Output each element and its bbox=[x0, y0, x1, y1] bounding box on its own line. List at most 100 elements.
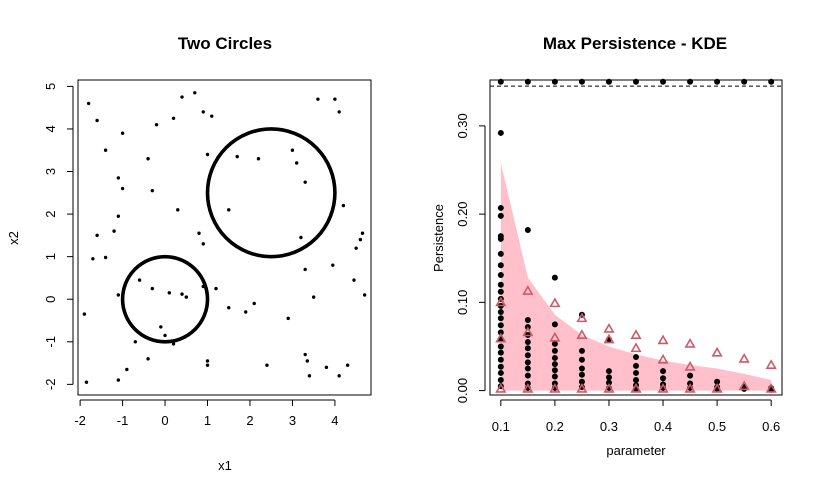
triangle-point bbox=[738, 380, 750, 391]
triangle-point bbox=[576, 312, 588, 323]
data-point bbox=[660, 375, 667, 382]
triangle-point bbox=[684, 360, 696, 371]
top-point bbox=[497, 78, 504, 85]
data-point bbox=[290, 148, 295, 152]
data-point bbox=[551, 373, 558, 380]
triangle-point bbox=[711, 346, 723, 357]
data-point bbox=[91, 257, 95, 261]
data-point bbox=[524, 359, 531, 366]
y-tick-label: -2 bbox=[43, 379, 58, 391]
triangle-point bbox=[576, 383, 588, 393]
triangle-point bbox=[522, 285, 534, 295]
data-point bbox=[497, 272, 504, 278]
triangle-point bbox=[657, 353, 669, 364]
noise-points bbox=[82, 91, 367, 384]
data-point bbox=[116, 378, 121, 382]
data-point bbox=[354, 246, 358, 250]
y-axis-label: Persistence bbox=[431, 204, 446, 272]
triangle-point bbox=[738, 353, 750, 363]
data-point bbox=[146, 357, 150, 361]
triangle-point bbox=[657, 383, 669, 393]
x-tick-label: 0.5 bbox=[708, 419, 726, 434]
top-point bbox=[741, 78, 748, 85]
triangle-point bbox=[603, 333, 615, 344]
data-point bbox=[307, 374, 312, 378]
data-point bbox=[167, 291, 171, 295]
data-point bbox=[497, 288, 504, 295]
top-point bbox=[714, 78, 721, 85]
triangle-point bbox=[549, 383, 561, 393]
triangle-point bbox=[657, 334, 669, 345]
data-point bbox=[524, 372, 531, 379]
data-point bbox=[497, 309, 504, 316]
data-point bbox=[497, 369, 504, 376]
triangle-point bbox=[630, 383, 642, 393]
chart-title: Max Persistence - KDE bbox=[543, 34, 727, 53]
data-point bbox=[687, 372, 694, 379]
data-point bbox=[524, 345, 531, 352]
top-point bbox=[660, 78, 667, 85]
data-point bbox=[497, 329, 504, 336]
data-point bbox=[578, 347, 585, 354]
data-point bbox=[205, 152, 210, 157]
chart-title: Two Circles bbox=[178, 34, 272, 53]
x-tick-label: 3 bbox=[289, 413, 296, 428]
data-point bbox=[551, 321, 558, 328]
y-tick-label: 0.10 bbox=[455, 290, 470, 315]
data-point bbox=[193, 91, 197, 95]
data-point bbox=[551, 354, 558, 361]
data-point bbox=[305, 359, 310, 363]
triangle-point bbox=[495, 296, 507, 307]
x-tick-label: 0.2 bbox=[546, 419, 564, 434]
data-point bbox=[497, 322, 504, 329]
data-point bbox=[82, 312, 87, 316]
data-point bbox=[578, 365, 585, 372]
data-point bbox=[551, 274, 558, 281]
data-point bbox=[125, 367, 129, 372]
data-point bbox=[324, 365, 329, 370]
data-point bbox=[201, 110, 205, 114]
scatter-panel-two-circles: Two Circles x1 x2 -2 -1 0 1 2 3 4 -2 -1 0 1 2 3 4 5 bbox=[6, 34, 372, 473]
data-point bbox=[524, 317, 531, 323]
data-point bbox=[150, 188, 155, 193]
data-point bbox=[497, 212, 504, 219]
top-point bbox=[768, 78, 775, 85]
triangle-point bbox=[495, 383, 507, 393]
data-point bbox=[205, 359, 210, 363]
y-tick-label: 4 bbox=[43, 125, 58, 132]
triangle-point bbox=[522, 326, 534, 337]
data-point bbox=[159, 325, 163, 329]
triangle-point bbox=[549, 297, 561, 308]
top-point bbox=[524, 78, 531, 85]
top-point bbox=[633, 78, 639, 85]
data-point bbox=[227, 208, 231, 212]
y-tick-label: 0 bbox=[43, 296, 58, 303]
x-tick-label: -2 bbox=[74, 413, 86, 428]
data-point bbox=[184, 295, 188, 299]
data-point bbox=[205, 363, 210, 367]
data-point bbox=[294, 161, 299, 165]
data-point bbox=[210, 114, 214, 118]
top-point bbox=[551, 78, 558, 85]
data-point bbox=[299, 235, 303, 240]
data-point bbox=[497, 356, 504, 363]
triangle-point bbox=[495, 332, 507, 343]
data-point bbox=[197, 231, 201, 235]
triangle-point bbox=[630, 329, 642, 339]
triangle-point bbox=[549, 331, 561, 342]
data-point bbox=[180, 95, 184, 99]
data-point bbox=[497, 315, 504, 322]
data-point bbox=[337, 374, 341, 378]
data-point bbox=[227, 306, 231, 310]
triangle-point bbox=[684, 338, 696, 348]
data-point bbox=[578, 356, 585, 363]
data-point bbox=[95, 118, 99, 123]
x-axis-label: x1 bbox=[218, 458, 232, 473]
data-point bbox=[360, 231, 365, 235]
confidence-band bbox=[500, 162, 772, 391]
data-point bbox=[150, 286, 155, 291]
x-tick-label: 0.1 bbox=[492, 419, 510, 434]
data-point bbox=[133, 340, 138, 344]
data-point bbox=[116, 214, 121, 218]
